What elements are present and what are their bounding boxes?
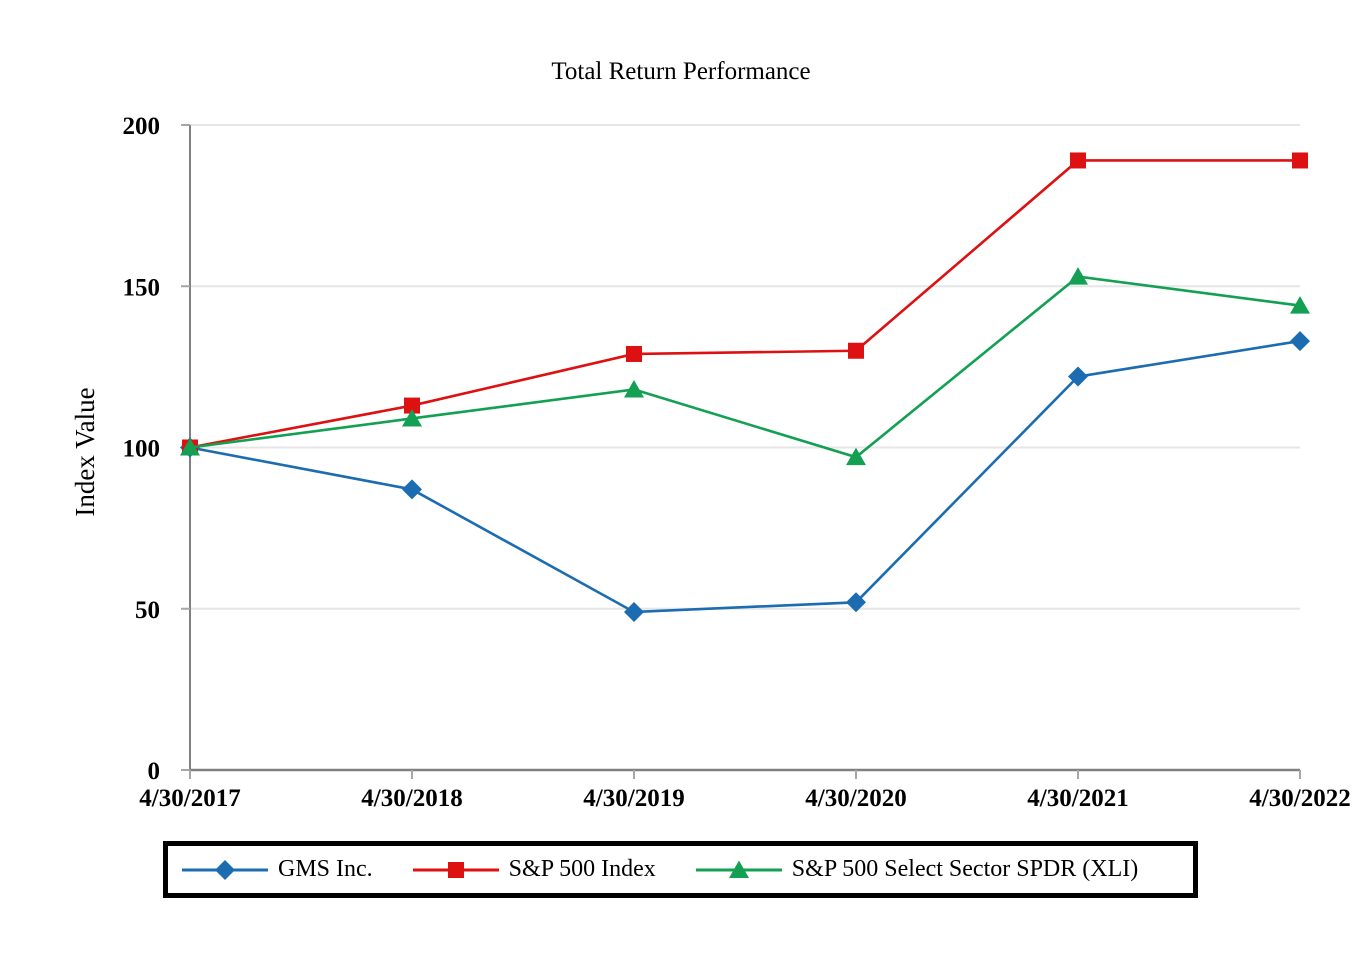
series-0-point-5 bbox=[1290, 331, 1310, 352]
series-2-point-1 bbox=[402, 408, 422, 427]
series-0-point-2 bbox=[624, 601, 644, 622]
series-2-point-5 bbox=[1290, 296, 1310, 314]
x-tick-label-3: 4/30/2020 bbox=[805, 785, 906, 812]
y-tick-label-200: 200 bbox=[123, 113, 161, 140]
series-0-point-1 bbox=[402, 479, 422, 500]
legend-label-xli: S&P 500 Select Sector SPDR (XLI) bbox=[791, 856, 1139, 882]
x-tick-label-0: 4/30/2017 bbox=[139, 785, 240, 812]
legend-label-gms: GMS Inc. bbox=[278, 856, 373, 882]
series-line-2 bbox=[189, 275, 1301, 459]
x-tick-label-4: 4/30/2021 bbox=[1027, 785, 1128, 812]
series-1-point-2 bbox=[626, 345, 642, 362]
legend-square-icon bbox=[447, 861, 464, 878]
legend-item-xli: S&P 500 Select Sector SPDR (XLI) bbox=[695, 856, 1139, 883]
series-1-point-3 bbox=[848, 342, 864, 359]
series-1-point-1 bbox=[404, 397, 420, 414]
legend-item-gms: GMS Inc. bbox=[182, 856, 373, 883]
chart-title: Total Return Performance bbox=[551, 58, 811, 85]
x-tick-label-5: 4/30/2022 bbox=[1249, 785, 1350, 812]
y-tick-label-50: 50 bbox=[135, 597, 160, 624]
series-2-point-0 bbox=[180, 438, 200, 456]
y-tick-label-0: 0 bbox=[148, 758, 161, 785]
series-line-1 bbox=[189, 159, 1300, 449]
legend-label-sp500: S&P 500 Index bbox=[508, 856, 656, 882]
legend: GMS Inc. S&P 500 Index S&P 500 Select Se… bbox=[163, 841, 1198, 898]
series-1-point-5 bbox=[1292, 152, 1308, 169]
x-tick-label-2: 4/30/2019 bbox=[583, 785, 684, 812]
series-0-point-3 bbox=[846, 592, 866, 613]
legend-triangle-icon bbox=[728, 860, 749, 878]
x-tick-label-1: 4/30/2018 bbox=[361, 785, 462, 812]
series-line-0 bbox=[189, 339, 1301, 614]
gms-line-diamond-icon bbox=[182, 859, 268, 880]
series-1-point-4 bbox=[1070, 152, 1086, 169]
y-tick-label-100: 100 bbox=[123, 436, 161, 463]
series-2-point-3 bbox=[846, 447, 866, 466]
series-2-point-2 bbox=[624, 379, 644, 398]
series-0-point-4 bbox=[1068, 366, 1088, 387]
y-tick-label-150: 150 bbox=[123, 274, 161, 301]
xli-line-triangle-icon bbox=[695, 860, 782, 878]
legend-diamond-icon bbox=[215, 859, 235, 880]
legend-item-sp500: S&P 500 Index bbox=[412, 856, 656, 883]
series-2-point-4 bbox=[1068, 267, 1088, 285]
sp500-line-square-icon bbox=[412, 861, 499, 878]
